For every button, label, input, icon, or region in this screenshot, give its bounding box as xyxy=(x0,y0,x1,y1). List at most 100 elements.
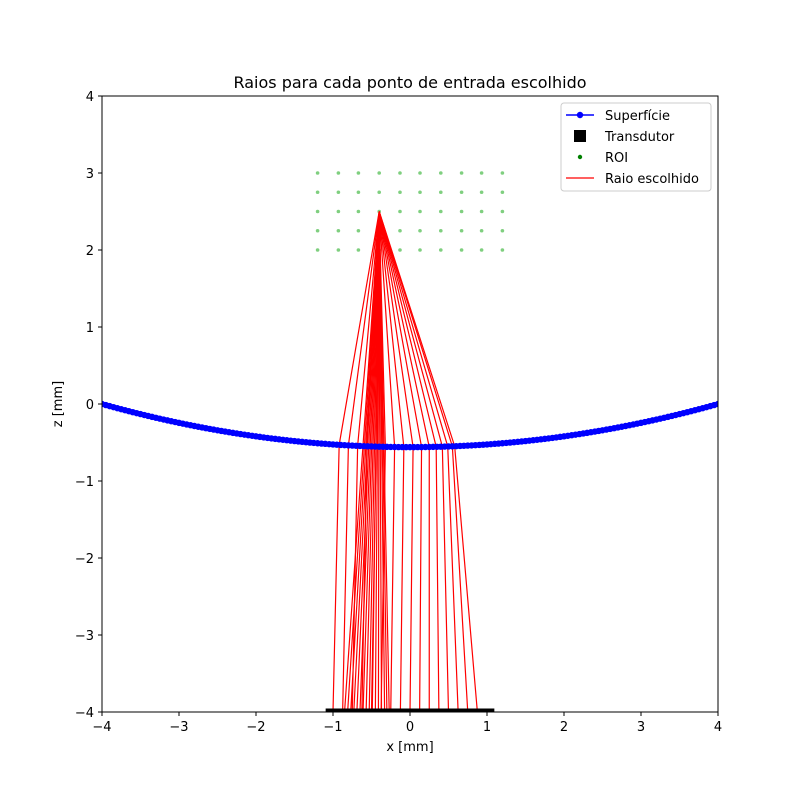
roi-point xyxy=(398,209,402,214)
roi-point xyxy=(356,228,361,233)
x-tick-label: 2 xyxy=(560,720,568,735)
roi-point xyxy=(479,228,484,233)
y-tick-label: 4 xyxy=(86,90,94,105)
roi-point xyxy=(418,228,422,233)
chart-title: Raios para cada ponto de entrada escolhi… xyxy=(233,73,586,92)
surface-layer xyxy=(102,400,718,451)
x-tick-label: −1 xyxy=(323,720,342,735)
roi-point xyxy=(315,228,320,233)
roi-point xyxy=(418,190,422,195)
x-tick-label: 4 xyxy=(714,720,722,735)
y-tick-label: −3 xyxy=(75,629,94,644)
y-axis: −4 −3 −2 −1 0 1 2 3 4 xyxy=(75,90,102,721)
roi-point xyxy=(479,171,484,175)
y-tick-label: −2 xyxy=(75,552,94,567)
roi-point xyxy=(500,248,505,252)
ray-line xyxy=(342,211,380,712)
ray-line xyxy=(368,211,414,712)
roi-point xyxy=(336,190,341,195)
roi-point xyxy=(315,190,320,195)
x-tick-label: −3 xyxy=(169,720,188,735)
roi-point xyxy=(356,209,361,214)
legend-item-ray: Raio escolhido xyxy=(566,172,699,187)
ray-line xyxy=(332,211,380,712)
roi-point xyxy=(479,209,484,214)
roi-point xyxy=(356,248,361,252)
x-tick-label: 3 xyxy=(637,720,645,735)
y-tick-label: −4 xyxy=(75,706,94,721)
roi-point xyxy=(336,209,341,214)
roi-point xyxy=(500,171,505,175)
ray-line xyxy=(378,211,459,712)
roi-point xyxy=(439,228,443,233)
y-tick-label: 1 xyxy=(86,321,94,336)
roi-point xyxy=(418,209,422,214)
x-axis-label: x [mm] xyxy=(386,740,433,755)
roi-point xyxy=(336,228,341,233)
x-tick-label: −2 xyxy=(246,720,265,735)
legend-item-transducer: Transdutor xyxy=(574,130,675,145)
x-tick-label: −4 xyxy=(92,720,111,735)
roi-point xyxy=(315,171,320,175)
roi-point xyxy=(479,190,484,195)
roi-point xyxy=(418,248,422,252)
roi-point xyxy=(315,209,320,214)
roi-point xyxy=(377,190,382,195)
roi-point xyxy=(500,228,505,233)
roi-point xyxy=(459,228,464,233)
roi-point xyxy=(439,171,443,175)
roi-point xyxy=(479,248,484,252)
legend-item-roi: ROI xyxy=(577,151,628,166)
transducer-layer xyxy=(325,708,495,712)
roi-point xyxy=(459,248,464,252)
y-tick-label: −1 xyxy=(75,475,94,490)
legend-label-transducer: Transdutor xyxy=(604,130,675,145)
legend-item-surface: Superfície xyxy=(566,109,670,124)
roi-point xyxy=(459,209,464,214)
roi-point xyxy=(398,190,402,195)
y-tick-label: 0 xyxy=(86,398,94,413)
legend-label-ray: Raio escolhido xyxy=(605,172,699,187)
legend: Superfície Transdutor ROI Raio escolhido xyxy=(560,102,712,192)
x-axis: −4 −3 −2 −1 0 1 2 3 4 xyxy=(92,712,722,735)
transducer-element xyxy=(487,708,495,712)
roi-point xyxy=(439,209,443,214)
ray-line xyxy=(378,211,469,712)
ray-line xyxy=(362,211,396,712)
ray-line xyxy=(350,211,380,712)
legend-label-roi: ROI xyxy=(605,151,628,166)
ray-line xyxy=(371,211,423,712)
x-tick-label: 1 xyxy=(483,720,491,735)
roi-point xyxy=(459,171,464,175)
roi-point xyxy=(356,171,361,175)
ray-line xyxy=(377,211,440,712)
ray-line xyxy=(378,211,450,712)
surface-point xyxy=(714,400,718,408)
roi-point xyxy=(398,171,402,175)
legend-frame xyxy=(560,102,712,192)
roi-point xyxy=(336,171,341,175)
roi-point xyxy=(398,248,402,252)
x-tick-label: 0 xyxy=(406,720,414,735)
y-axis-label: z [mm] xyxy=(51,381,66,427)
roi-point xyxy=(439,248,443,252)
y-tick-label: 3 xyxy=(86,167,94,182)
ray-line xyxy=(353,211,380,712)
ray-line xyxy=(365,211,405,712)
roi-point xyxy=(377,171,382,175)
ray-layer xyxy=(332,211,478,712)
roi-point xyxy=(418,171,422,175)
roi-point xyxy=(439,190,443,195)
legend-label-surface: Superfície xyxy=(605,109,670,124)
y-tick-label: 2 xyxy=(86,244,94,259)
roi-point xyxy=(398,228,402,233)
roi-point xyxy=(336,248,341,252)
ray-line xyxy=(374,211,430,712)
ray-line xyxy=(378,211,478,712)
plot-area xyxy=(102,96,718,712)
roi-point xyxy=(500,190,505,195)
roi-point xyxy=(500,209,505,214)
roi-point xyxy=(459,190,464,195)
roi-point xyxy=(356,190,361,195)
